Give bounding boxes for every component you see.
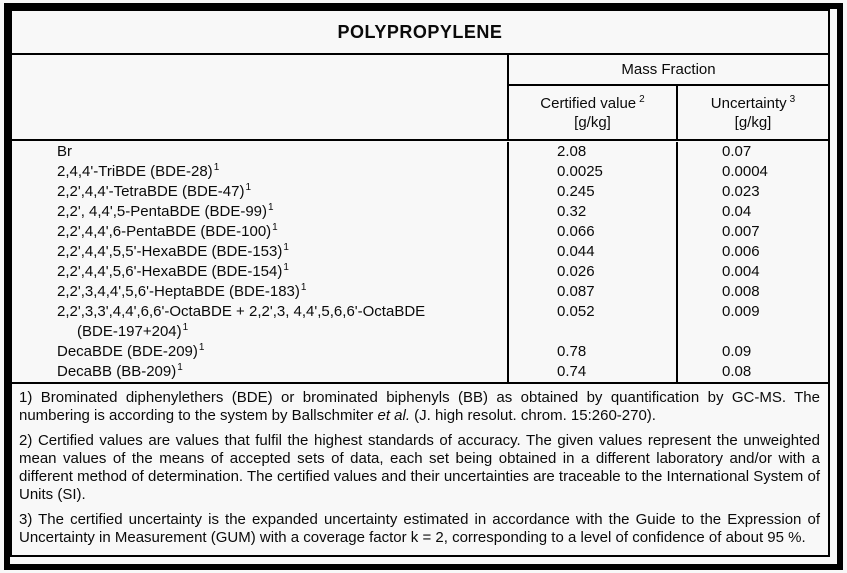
certified-value: 0.044 [507,242,676,262]
table-row: (BDE-197+204)1 [12,322,828,342]
certificate-table: POLYPROPYLENE Mass Fraction Certified va… [10,9,830,557]
compound-name: 2,2',4,4',6-PentaBDE (BDE-100) [57,223,272,240]
footnote-ref: 1 [182,322,189,333]
table-row: 2,4,4'-TriBDE (BDE-28)1 0.0025 0.0004 [12,162,828,182]
uncertainty-value: 0.007 [676,222,828,242]
uncertainty-value: 0.009 [676,302,828,322]
footnote-1: 1) Brominated diphenylethers (BDE) or br… [19,389,820,425]
table-body: Br 2.08 0.07 2,4,4'-TriBDE (BDE-28)1 0.0… [12,141,828,384]
compound-name: 2,2',4,4',5,5'-HexaBDE (BDE-153) [57,243,283,260]
uncertainty-unit: [g/kg] [734,113,772,131]
header-spacer-cell [12,55,507,139]
compound-name: Br [57,143,72,160]
mass-fraction-header: Mass Fraction [509,55,828,86]
uncertainty-value [676,322,828,342]
table-row: 2,2', 4,4',5-PentaBDE (BDE-99)1 0.32 0.0… [12,202,828,222]
uncertainty-value: 0.07 [676,142,828,162]
table-row: Br 2.08 0.07 [12,142,828,162]
certified-value-unit: [g/kg] [574,113,611,131]
compound-name: 2,2',4,4'-TetraBDE (BDE-47) [57,183,245,200]
table-row: 2,2',3,4,4',5,6'-HeptaBDE (BDE-183)1 0.0… [12,282,828,302]
certified-value-label: Certified value [540,94,637,112]
compound-name: 2,2',4,4',5,6'-HexaBDE (BDE-154) [57,263,283,280]
uncertainty-label: Uncertainty [710,94,787,112]
compound-name: DecaBDE (BDE-209) [57,343,198,360]
certified-value-header: Certified value 2 [g/kg] [509,86,676,139]
certified-value: 0.74 [507,362,676,382]
footnote-ref: 1 [272,222,278,233]
footnote-ref: 1 [268,202,274,213]
uncertainty-value: 0.08 [676,362,828,382]
uncertainty-value: 0.023 [676,182,828,202]
certified-value [507,322,676,342]
footnote-1-italic: et al. [377,407,411,424]
footnote-3: 3) The certified uncertainty is the expa… [19,511,820,546]
footnote-ref-3: 3 [789,93,796,105]
footnote-ref: 1 [283,242,289,253]
uncertainty-value: 0.006 [676,242,828,262]
table-row: 2,2',4,4',6-PentaBDE (BDE-100)1 0.066 0.… [12,222,828,242]
uncertainty-value: 0.0004 [676,162,828,182]
uncertainty-value: 0.008 [676,282,828,302]
uncertainty-value: 0.09 [676,342,828,362]
table-row: 2,2',4,4'-TetraBDE (BDE-47)1 0.245 0.023 [12,182,828,202]
certified-value: 0.32 [507,202,676,222]
table-row: DecaBDE (BDE-209)1 0.78 0.09 [12,342,828,362]
certified-value: 0.026 [507,262,676,282]
footnote-2: 2) Certified values are values that fulf… [19,432,820,503]
footnote-1-text: 1) Brominated diphenylethers (BDE) or br… [19,389,820,424]
mass-fraction-group: Mass Fraction Certified value 2 [g/kg] Un… [507,55,828,139]
compound-name: 2,2',3,3',4,4',6,6'-OctaBDE + 2,2',3, 4,… [57,303,426,320]
footnote-1-citation: (J. high resolut. chrom. 15:260-270). [410,407,656,424]
footnote-ref: 1 [245,182,252,193]
table-row: 2,2',4,4',5,6'-HexaBDE (BDE-154)1 0.026 … [12,262,828,282]
certified-value: 2.08 [507,142,676,162]
uncertainty-value: 0.004 [676,262,828,282]
footnote-ref: 1 [283,262,289,273]
footnote-ref: 1 [177,362,183,373]
footnotes-section: 1) Brominated diphenylethers (BDE) or br… [12,384,828,555]
footnote-ref-2: 2 [639,93,645,105]
certified-value: 0.087 [507,282,676,302]
table-row: 2,2',3,3',4,4',6,6'-OctaBDE + 2,2',3, 4,… [12,302,828,322]
compound-name: 2,2', 4,4',5-PentaBDE (BDE-99) [57,203,267,220]
compound-name: (BDE-197+204) [77,323,182,340]
table-header: Mass Fraction Certified value 2 [g/kg] Un… [12,55,828,141]
certified-value: 0.052 [507,302,676,322]
table-row: DecaBB (BB-209)1 0.74 0.08 [12,362,828,382]
compound-name: 2,4,4'-TriBDE (BDE-28) [57,163,213,180]
certified-value: 0.0025 [507,162,676,182]
uncertainty-value: 0.04 [676,202,828,222]
footnote-ref: 1 [300,282,307,293]
uncertainty-header: Uncertainty 3 [g/kg] [676,86,828,139]
certified-value: 0.066 [507,222,676,242]
certified-value: 0.78 [507,342,676,362]
certified-value: 0.245 [507,182,676,202]
compound-name: DecaBB (BB-209) [57,363,177,380]
compound-name: 2,2',3,4,4',5,6'-HeptaBDE (BDE-183) [57,283,300,300]
footnote-ref: 1 [198,342,205,353]
table-row: 2,2',4,4',5,5'-HexaBDE (BDE-153)1 0.044 … [12,242,828,262]
page-title: POLYPROPYLENE [12,11,828,55]
footnote-ref: 1 [213,162,220,173]
